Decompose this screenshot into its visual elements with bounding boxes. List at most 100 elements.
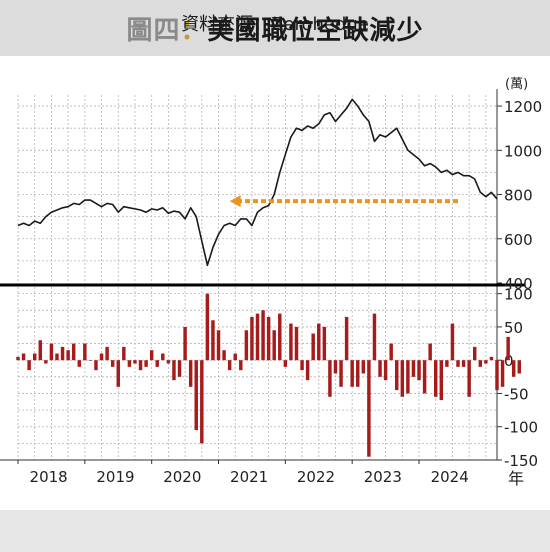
bar [367, 360, 371, 457]
bar [484, 360, 488, 364]
bar [272, 330, 276, 361]
bar [322, 326, 327, 361]
y-tick-label: -100 [504, 419, 538, 437]
bar [227, 360, 232, 371]
bar [434, 360, 438, 397]
bar [383, 360, 388, 381]
dashed-arrow-head [229, 195, 241, 208]
unit-label: (萬) [505, 77, 528, 92]
chart-title-lead: 圖四 [126, 16, 181, 46]
bar [183, 326, 187, 361]
y-tick-label: 100 [504, 286, 533, 304]
source-bar [0, 510, 550, 552]
bar [417, 360, 421, 381]
bar [166, 360, 171, 364]
bar [60, 346, 65, 361]
chart-title: 圖四：美國職位空缺減少 [0, 10, 550, 47]
bar [344, 316, 349, 361]
bar [439, 360, 444, 401]
bar [205, 293, 210, 361]
bar [127, 360, 132, 367]
bar [239, 360, 243, 371]
bar [144, 360, 148, 367]
bar [489, 356, 494, 361]
bar [244, 330, 249, 361]
x-tick-label: 2024 [431, 468, 469, 486]
bar [83, 343, 87, 361]
bar [328, 360, 332, 397]
bar [456, 360, 460, 367]
bar [305, 360, 310, 381]
y-tick-label: 400 [504, 275, 533, 293]
bar [294, 326, 299, 361]
bar [350, 360, 354, 387]
bar [21, 353, 26, 361]
bar [250, 316, 254, 361]
bar [389, 343, 393, 361]
bar [172, 360, 176, 381]
bar [177, 360, 182, 377]
bar [372, 313, 377, 361]
bar [216, 330, 221, 361]
bar [44, 360, 48, 364]
y-tick-label: 1200 [504, 98, 542, 116]
x-tick-label: 2023 [364, 468, 402, 486]
x-axis-label: 年 [508, 469, 524, 488]
bar [395, 360, 399, 391]
chart-title-main: 美國職位空缺減少 [207, 16, 424, 46]
series-line [17, 98, 498, 267]
bar [16, 356, 20, 361]
bar [422, 360, 427, 394]
bar [161, 353, 165, 361]
bar [356, 360, 360, 387]
bar [317, 323, 321, 361]
bar [88, 360, 93, 361]
bar [222, 350, 226, 361]
bar [49, 343, 54, 361]
y-tick-label: 0 [504, 352, 514, 370]
bar [339, 360, 343, 387]
bar [66, 350, 70, 361]
bar [300, 360, 304, 371]
bar [32, 353, 37, 361]
bar [361, 360, 366, 374]
x-tick-label: 2018 [30, 468, 68, 486]
bar [461, 360, 466, 367]
bar [411, 360, 416, 377]
bar [467, 360, 471, 397]
bar [445, 360, 449, 367]
bar [149, 350, 154, 361]
bar [378, 360, 382, 377]
bar [406, 360, 410, 394]
bar [138, 360, 143, 371]
y-tick-label: 50 [504, 319, 523, 337]
source-text: 資料來源：Zerohedge [181, 14, 369, 35]
bar [428, 343, 432, 361]
bar [122, 346, 126, 361]
y-tick-label: 600 [504, 231, 533, 249]
bar [38, 340, 43, 361]
y-tick-label: -50 [504, 385, 529, 403]
bar [55, 353, 59, 361]
bar [478, 360, 483, 367]
bar [400, 360, 405, 397]
x-tick-label: 2022 [297, 468, 335, 486]
bar [94, 360, 98, 371]
bar [333, 360, 338, 374]
bar [495, 360, 499, 391]
bar [506, 336, 510, 361]
bar [155, 360, 159, 367]
bar [188, 360, 193, 387]
bar [511, 360, 516, 377]
bar [110, 360, 115, 367]
bar [99, 353, 104, 361]
bar [71, 343, 76, 361]
bar [27, 360, 31, 371]
title-bar [0, 0, 550, 56]
bar [311, 333, 315, 361]
bar [517, 360, 522, 374]
bar [211, 320, 215, 361]
bar [450, 323, 455, 361]
bar [194, 360, 198, 431]
y-tick-label: -150 [504, 452, 538, 470]
